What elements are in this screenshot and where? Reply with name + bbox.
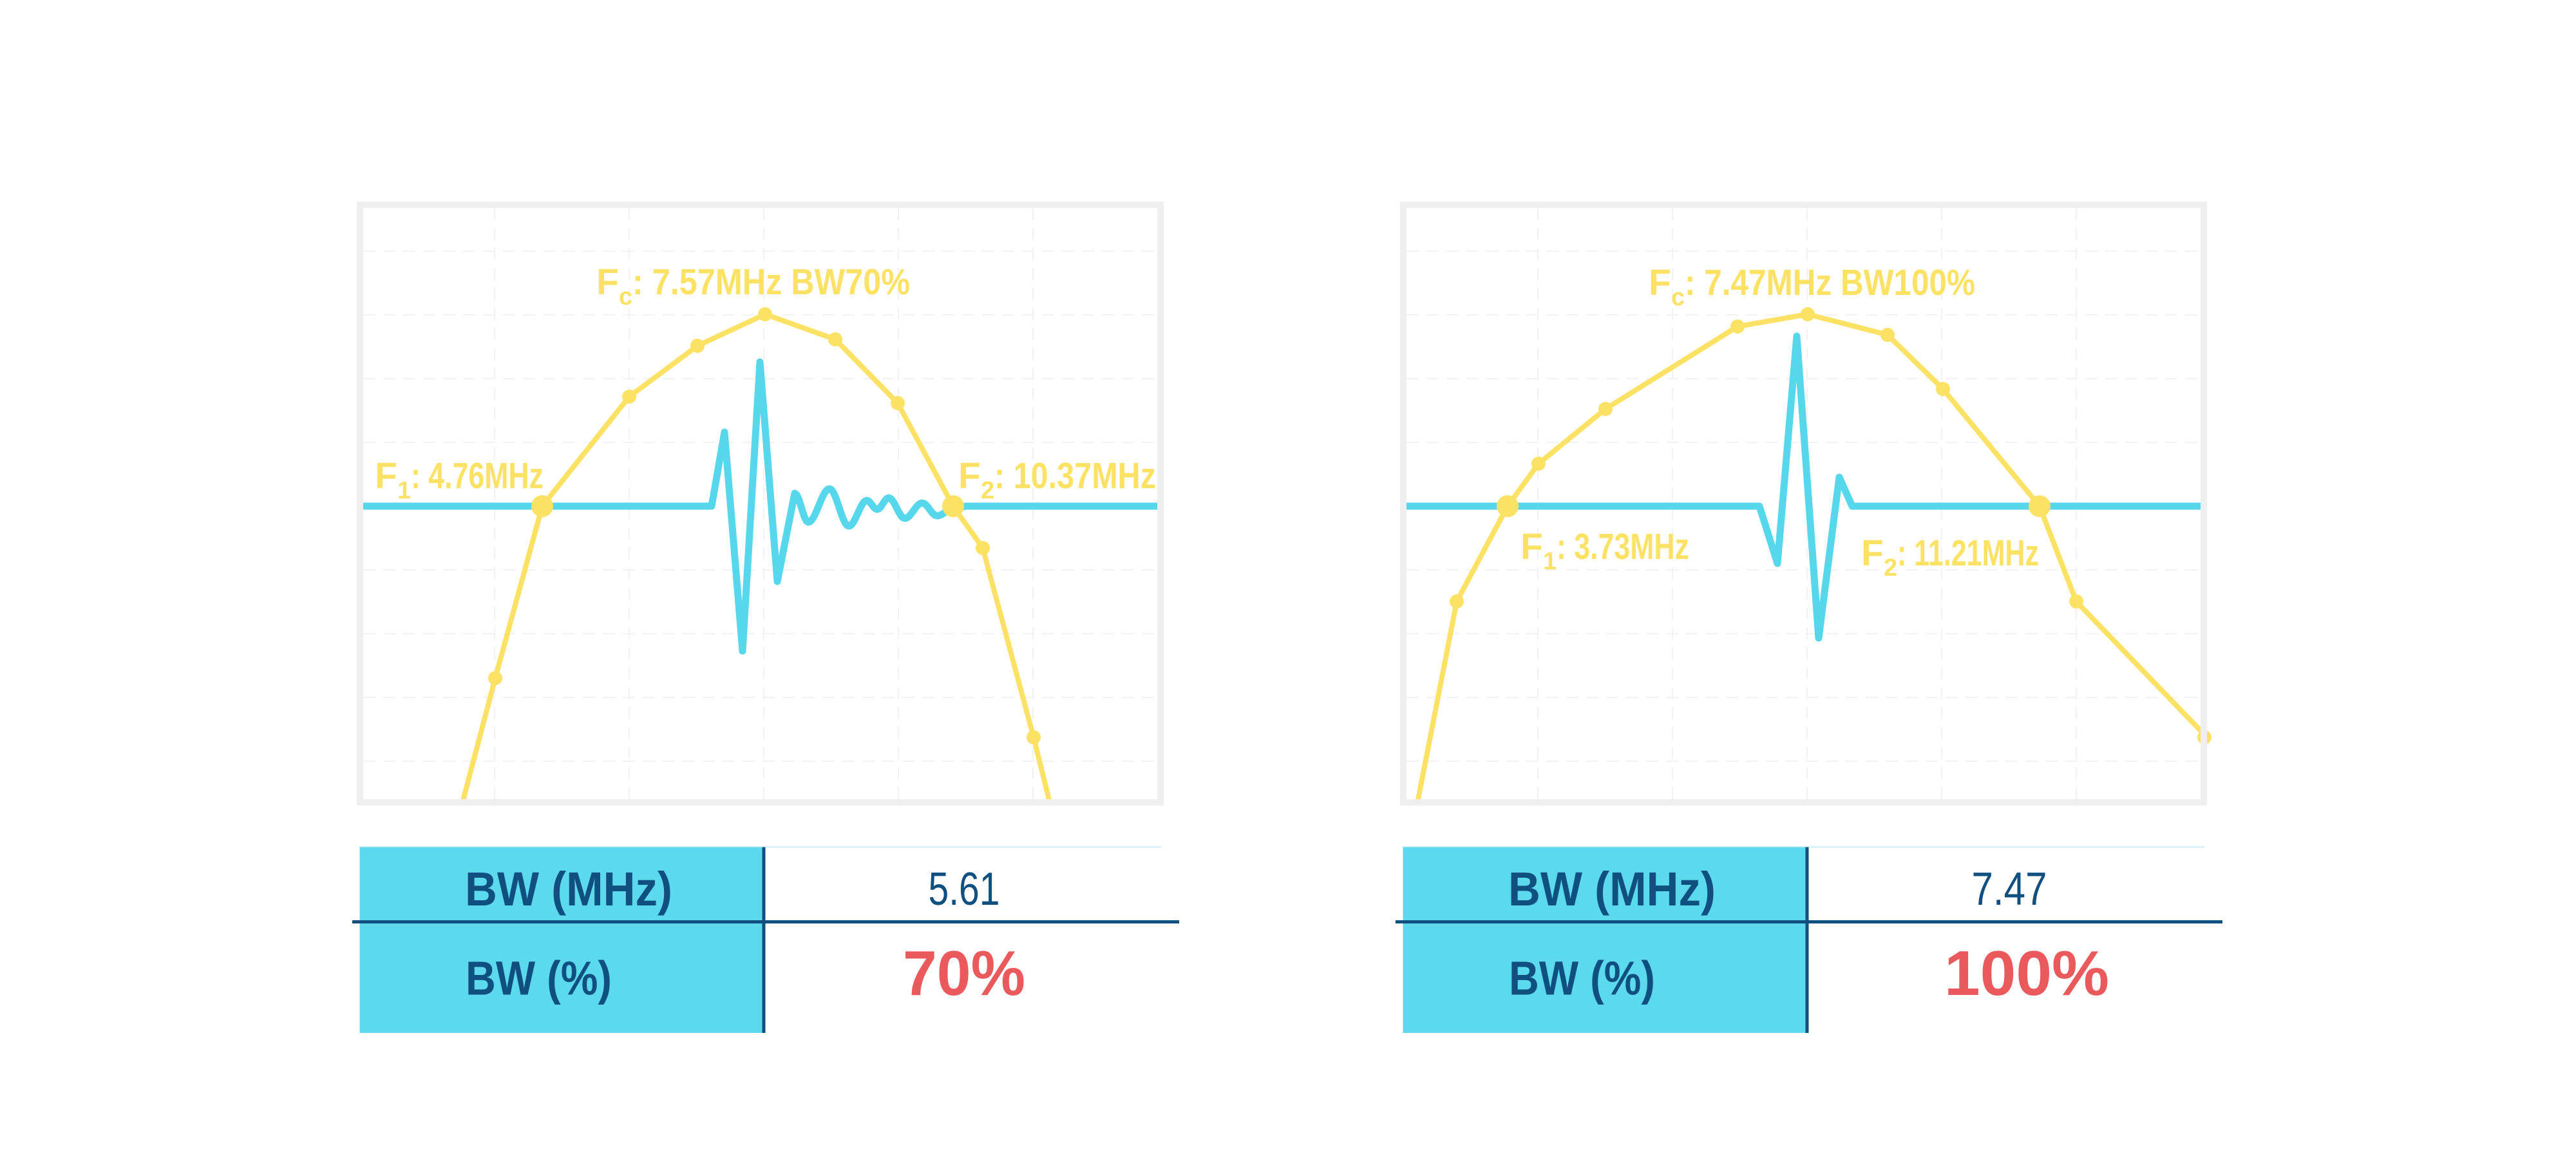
svg-text:F: F xyxy=(1520,526,1543,567)
svg-text:F: F xyxy=(1861,533,1884,574)
svg-text:5.61: 5.61 xyxy=(929,863,1000,915)
svg-text:70%: 70% xyxy=(903,938,1025,1008)
svg-text:7.47: 7.47 xyxy=(1972,863,2047,915)
svg-text:c: c xyxy=(1671,284,1685,311)
svg-text:F: F xyxy=(958,455,981,497)
svg-text:: 10.37MHz: : 10.37MHz xyxy=(994,455,1156,497)
svg-text:2: 2 xyxy=(1884,554,1897,582)
svg-text:100%: 100% xyxy=(1944,938,2109,1008)
svg-text:1: 1 xyxy=(1543,548,1557,575)
svg-text:1: 1 xyxy=(397,477,411,504)
svg-text:F: F xyxy=(1649,262,1671,303)
svg-text:BW (MHz): BW (MHz) xyxy=(465,862,672,916)
svg-text:c: c xyxy=(619,283,632,310)
svg-text:BW (%): BW (%) xyxy=(466,952,612,1005)
svg-text:: 7.47MHz BW100%: : 7.47MHz BW100% xyxy=(1685,262,1975,303)
svg-text:2: 2 xyxy=(981,477,994,504)
svg-text:F: F xyxy=(375,455,397,497)
svg-text:BW (%): BW (%) xyxy=(1509,952,1655,1005)
svg-text:: 11.21MHz: : 11.21MHz xyxy=(1897,533,2039,574)
svg-text:: 4.76MHz: : 4.76MHz xyxy=(411,455,544,497)
svg-text:F: F xyxy=(596,261,619,303)
svg-text:BW (MHz): BW (MHz) xyxy=(1508,862,1716,916)
svg-text:: 7.57MHz BW70%: : 7.57MHz BW70% xyxy=(632,261,910,303)
svg-text:: 3.73MHz: : 3.73MHz xyxy=(1557,526,1689,567)
